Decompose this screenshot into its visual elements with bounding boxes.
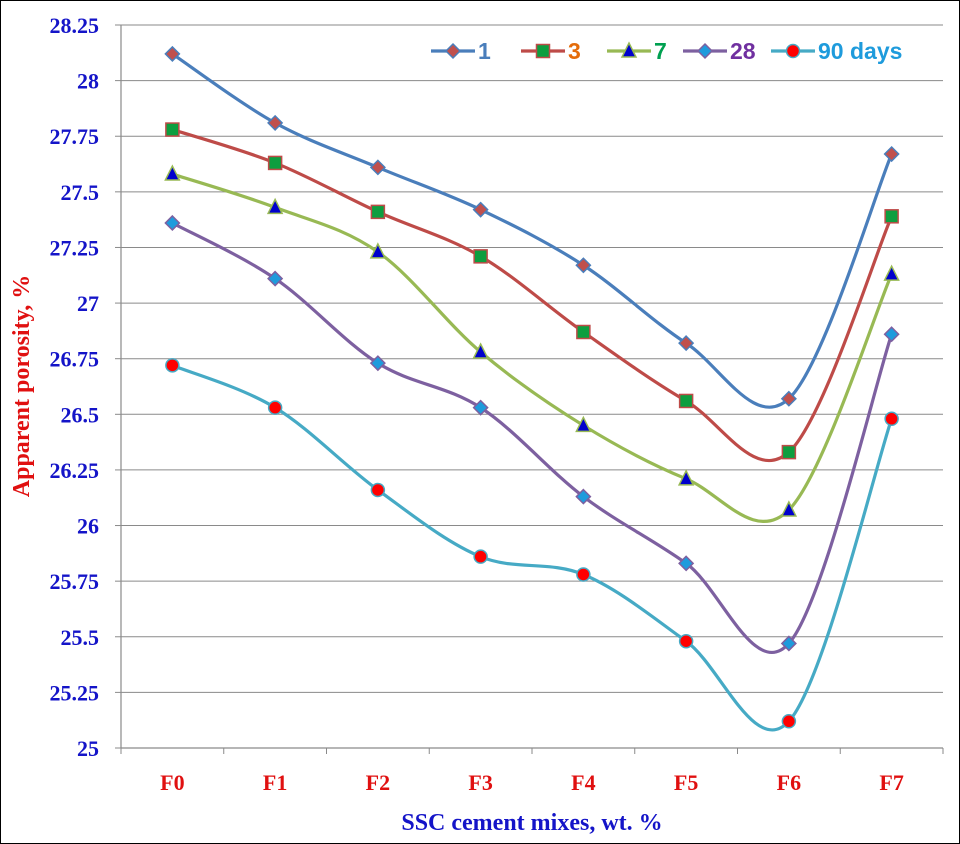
data-point — [883, 326, 900, 343]
data-point — [884, 209, 899, 224]
data-point — [164, 164, 181, 181]
data-point — [781, 444, 797, 460]
legend-item: 90 days — [771, 38, 902, 64]
y-tick-label: 25.25 — [50, 680, 100, 705]
y-tick-label: 27.25 — [50, 235, 100, 260]
data-point — [678, 633, 694, 649]
x-axis-label: SSC cement mixes, wt. % — [401, 810, 662, 836]
y-tick-label: 26.75 — [50, 347, 100, 372]
data-point — [883, 264, 900, 281]
legend: 1 3 7 28 90 days — [431, 38, 902, 64]
data-point — [472, 201, 489, 218]
legend-marker — [535, 43, 551, 59]
y-tick-label: 25 — [77, 736, 99, 761]
data-point — [677, 469, 695, 486]
x-tick-label: F1 — [263, 770, 287, 795]
legend-label: 3 — [568, 38, 581, 64]
data-point — [267, 155, 283, 171]
series-line-3 — [171, 128, 894, 462]
data-point — [369, 159, 386, 176]
x-tick-label: F0 — [160, 770, 184, 795]
data-point — [267, 400, 283, 415]
x-tick-labels: F0 F1 F2 F3 F4 F5 F6 F7 — [160, 770, 904, 795]
legend-marker — [696, 42, 714, 60]
y-tick-label: 28 — [77, 69, 99, 94]
x-tick-label: F2 — [366, 770, 390, 795]
legend-marker — [785, 43, 801, 59]
data-point — [369, 242, 387, 259]
legend-label: 7 — [654, 38, 667, 64]
data-point — [370, 482, 386, 498]
legend-label: 1 — [478, 38, 491, 64]
y-tick-label: 27.75 — [50, 124, 100, 149]
y-tick-label: 27 — [77, 291, 99, 316]
data-point — [780, 500, 798, 517]
series-line-90-days — [171, 363, 894, 732]
legend-item: 1 — [431, 38, 491, 64]
x-tick-label: F4 — [571, 770, 595, 795]
axes — [115, 24, 944, 754]
legend-item: 28 — [683, 38, 756, 64]
y-tick-label: 25.5 — [61, 625, 100, 650]
y-tick-label: 25.75 — [50, 569, 100, 594]
data-point — [883, 145, 900, 163]
data-point — [472, 399, 489, 416]
data-point — [678, 335, 695, 352]
legend-label: 28 — [730, 38, 756, 64]
data-point — [473, 549, 488, 564]
y-tick-label: 26 — [77, 514, 99, 539]
data-point — [267, 114, 284, 131]
data-point — [781, 714, 797, 729]
data-point — [884, 411, 899, 427]
gridlines — [121, 24, 943, 693]
x-tick-label: F5 — [674, 770, 698, 795]
series-lines — [171, 52, 894, 732]
data-point — [780, 390, 797, 407]
series-markers — [164, 45, 900, 729]
series-line-7 — [171, 172, 894, 524]
y-axis-label: Apparent porosity, % — [9, 275, 35, 497]
data-point — [165, 122, 180, 137]
legend-item: 7 — [607, 38, 667, 64]
series-line-1 — [171, 52, 894, 409]
data-point — [575, 488, 592, 505]
y-tick-label: 28.25 — [50, 13, 100, 38]
data-point — [164, 214, 181, 232]
data-point — [575, 415, 592, 433]
legend-marker — [620, 41, 638, 58]
y-tick-label: 27.5 — [61, 180, 100, 205]
data-point — [576, 324, 591, 340]
y-tick-label: 26.25 — [50, 458, 100, 483]
data-point — [472, 342, 489, 359]
series-line-28 — [171, 221, 894, 654]
data-point — [267, 270, 284, 287]
data-point — [473, 249, 488, 264]
data-point — [575, 257, 592, 274]
legend-item: 3 — [521, 38, 581, 64]
x-tick-label: F6 — [777, 770, 801, 795]
data-point — [266, 197, 284, 215]
x-tick-label: F3 — [468, 770, 492, 795]
data-point — [165, 358, 180, 373]
legend-label: 90 days — [818, 38, 902, 64]
data-point — [780, 635, 797, 652]
y-tick-labels: 25 25.25 25.5 25.75 26 26.25 26.5 26.75 27 27.25 2… — [50, 13, 100, 761]
legend-marker — [444, 42, 462, 60]
data-point — [369, 355, 386, 372]
data-point — [576, 567, 591, 582]
data-point — [678, 555, 695, 572]
y-tick-label: 26.5 — [61, 402, 100, 427]
data-point — [164, 45, 181, 62]
data-point — [370, 204, 386, 220]
data-point — [678, 393, 694, 409]
x-tick-label: F7 — [879, 770, 903, 795]
